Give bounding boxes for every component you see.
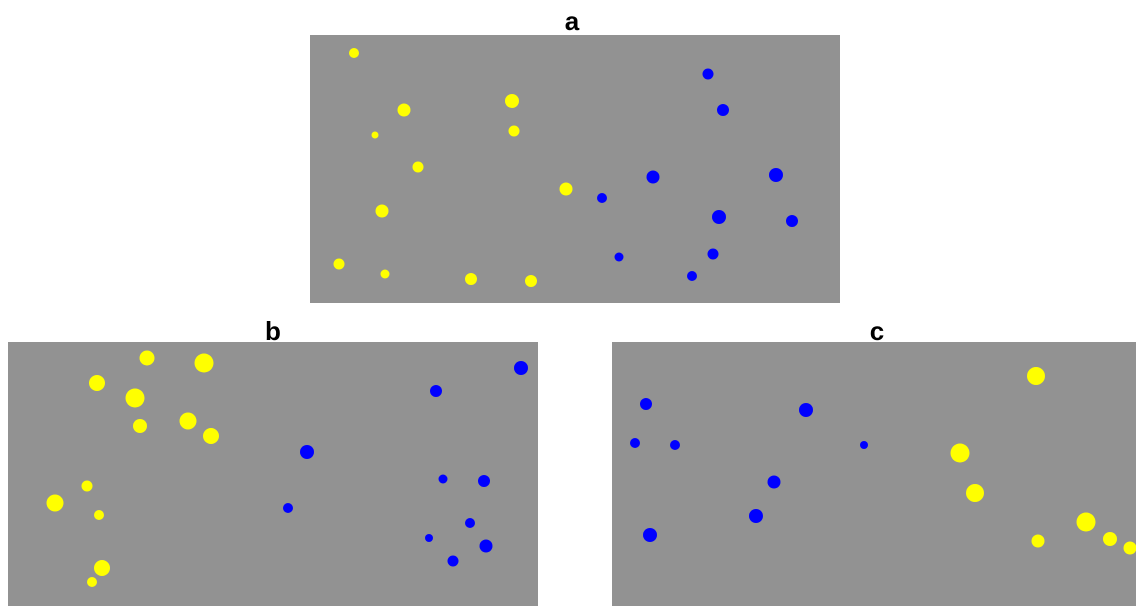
yellow-dot-a-2 [371,131,379,139]
blue-dot-b-17 [283,503,293,513]
panel-b-background [8,342,538,606]
yellow-dot-b-9 [94,510,104,520]
panel-c [612,342,1136,606]
panel-c-canvas [612,342,1136,606]
yellow-dot-b-0 [139,350,155,366]
blue-dot-b-21 [447,555,459,567]
panel-b-dots [46,350,528,587]
blue-dot-a-18 [786,215,798,227]
yellow-dot-a-0 [349,48,359,58]
yellow-dot-a-5 [508,125,520,137]
blue-dot-a-21 [687,271,697,281]
yellow-dot-b-2 [89,375,105,391]
blue-dot-c-7 [643,528,657,542]
yellow-dot-c-14 [1123,541,1136,555]
blue-dot-b-14 [300,445,314,459]
panel-a-canvas [310,35,840,303]
yellow-dot-b-5 [179,412,197,430]
yellow-dot-b-3 [125,388,145,408]
yellow-dot-b-11 [87,577,97,587]
blue-dot-c-4 [860,441,868,449]
yellow-dot-c-9 [950,443,970,463]
yellow-dot-b-10 [94,560,110,576]
blue-dot-c-5 [767,475,781,489]
yellow-dot-b-7 [81,480,93,492]
panel-c-dots [630,367,1136,555]
blue-dot-b-20 [479,539,493,553]
panel-b [8,342,538,606]
yellow-dot-a-4 [505,94,519,108]
yellow-dot-c-11 [1076,512,1096,532]
yellow-dot-c-8 [1027,367,1045,385]
panel-b-canvas [8,342,538,606]
blue-dot-b-18 [465,518,475,528]
yellow-dot-c-13 [1103,532,1117,546]
blue-dot-a-17 [712,210,726,224]
panel-label-b: b [265,316,281,346]
blue-dot-a-20 [614,252,624,262]
blue-dot-c-0 [640,398,652,410]
panel-a-background [310,35,840,303]
panel-label-c: c [869,316,885,346]
yellow-dot-c-10 [966,484,984,502]
yellow-dot-b-6 [203,428,219,444]
yellow-dot-a-8 [333,258,345,270]
yellow-dot-b-1 [194,353,214,373]
blue-dot-b-12 [514,361,528,375]
yellow-dot-a-11 [525,275,537,287]
blue-dot-a-12 [702,68,714,80]
yellow-dot-a-6 [559,182,573,196]
blue-dot-c-2 [630,438,640,448]
blue-dot-a-15 [597,193,607,203]
panel-a-dots [333,48,798,287]
blue-dot-b-19 [425,534,433,542]
blue-dot-b-15 [438,474,448,484]
blue-dot-a-14 [646,170,660,184]
yellow-dot-b-8 [46,494,64,512]
panel-a [310,35,840,303]
panel-c-background [612,342,1136,606]
blue-dot-a-19 [707,248,719,260]
yellow-dot-a-7 [375,204,389,218]
blue-dot-c-1 [799,403,813,417]
yellow-dot-a-9 [380,269,390,279]
yellow-dot-a-3 [412,161,424,173]
blue-dot-c-3 [670,440,680,450]
blue-dot-a-13 [717,104,729,116]
blue-dot-a-16 [769,168,783,182]
blue-dot-b-16 [478,475,490,487]
blue-dot-c-6 [749,509,763,523]
blue-dot-b-13 [430,385,442,397]
yellow-dot-a-1 [397,103,411,117]
yellow-dot-c-12 [1031,534,1045,548]
yellow-dot-a-10 [465,273,477,285]
yellow-dot-b-4 [133,419,147,433]
panel-label-a: a [564,6,580,36]
